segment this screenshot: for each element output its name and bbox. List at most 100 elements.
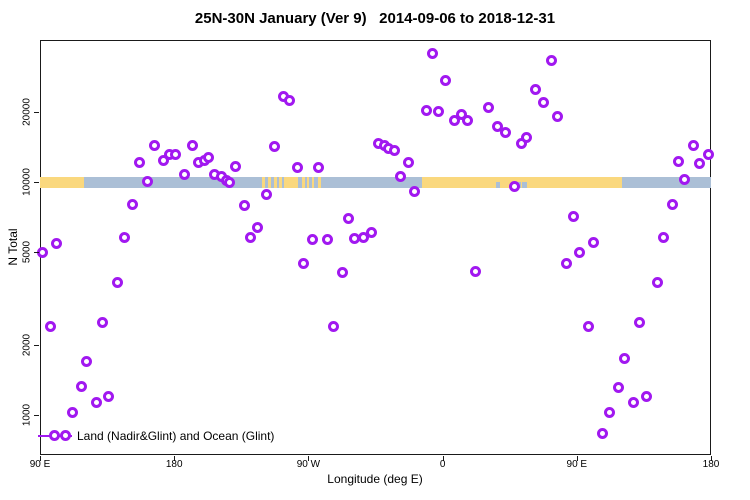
data-point [252,221,264,233]
x-tick-label: 90 E [566,459,588,470]
data-point [583,320,595,332]
data-point [693,158,705,170]
map-band-land-segment [283,177,298,189]
data-point [365,226,377,238]
data-point [238,200,250,212]
data-point [126,199,138,211]
data-point [141,175,153,187]
data-point [268,141,280,153]
x-tick-label: 180 [702,459,720,470]
data-point [574,246,586,258]
data-point [358,231,370,243]
data-point [80,355,92,367]
data-point [343,212,355,224]
data-point [179,168,191,180]
y-axis-title: N Total [6,228,20,266]
data-point [328,320,340,332]
data-point [337,266,349,278]
data-point [483,101,495,113]
data-point [389,144,401,156]
data-point [462,115,474,127]
data-point [529,84,541,96]
map-band-ocean [40,177,711,189]
data-point [395,170,407,182]
data-point [244,231,256,243]
y-tick-label: 1000 [21,403,33,427]
data-point [613,382,625,394]
data-point [76,381,88,393]
x-tick [174,456,176,461]
y-tick-label: 20000 [21,98,33,126]
legend-marker-icon [60,430,71,441]
x-tick [308,456,310,461]
data-point [134,157,146,169]
data-point [520,132,532,144]
x-tick-label: 90 E [29,459,51,470]
x-axis-title: Longitude (deg E) [327,472,423,486]
data-point [223,176,235,188]
x-tick [442,456,444,461]
data-point [119,231,131,243]
x-tick-label: 180 [165,459,183,470]
legend-marker-icon [49,430,60,441]
data-point [307,234,319,246]
data-point [440,75,452,87]
data-point [426,48,438,60]
data-point [186,140,198,152]
data-point [283,94,295,106]
data-point [44,320,56,332]
data-point [687,139,699,151]
y-tick-label: 2000 [21,333,33,356]
legend-label: Land (Nadir&Glint) and Ocean (Glint) [77,429,275,443]
data-point [229,160,241,172]
data-point [666,199,678,211]
x-tick [711,456,712,461]
data-point [50,238,62,250]
data-point [619,353,630,365]
y-tick [34,344,39,346]
data-point [678,173,690,185]
data-point [568,211,580,223]
data-point [508,180,520,192]
data-point [449,115,461,127]
y-tick [34,414,39,416]
data-point [657,231,669,243]
data-point [67,407,79,419]
map-band-land-segment [306,177,310,189]
data-point [651,277,663,289]
data-point [551,110,563,122]
x-tick [576,456,578,461]
data-point [112,277,124,289]
y-tick-label: 5000 [21,241,33,264]
map-band-ocean-notch [522,182,527,189]
data-point [149,140,161,152]
data-point [492,120,504,132]
map-band-land-segment [279,177,283,189]
data-point [432,106,444,118]
map-band-land-segment [268,177,272,189]
y-tick-label: 10000 [21,168,33,196]
x-tick [40,456,41,461]
map-band-land-segment [302,177,305,189]
data-point [633,316,645,328]
map-band-land-segment [312,177,315,189]
data-point [408,186,420,198]
map-band-land-segment [318,177,322,189]
data-point [170,149,182,161]
data-point [292,162,304,174]
x-tick-label: 0 [439,459,446,470]
plot-area-border [40,40,711,455]
y-tick [34,111,39,113]
data-point [538,97,550,109]
data-point [672,156,684,168]
data-point [456,108,468,120]
data-point [596,428,608,440]
map-band-ocean-notch [495,182,500,189]
data-point [91,397,103,409]
data-point [97,316,109,328]
data-point [641,391,653,402]
data-point [202,151,214,163]
data-point [627,397,639,409]
map-band-land-segment [40,177,84,189]
data-point [158,154,170,166]
